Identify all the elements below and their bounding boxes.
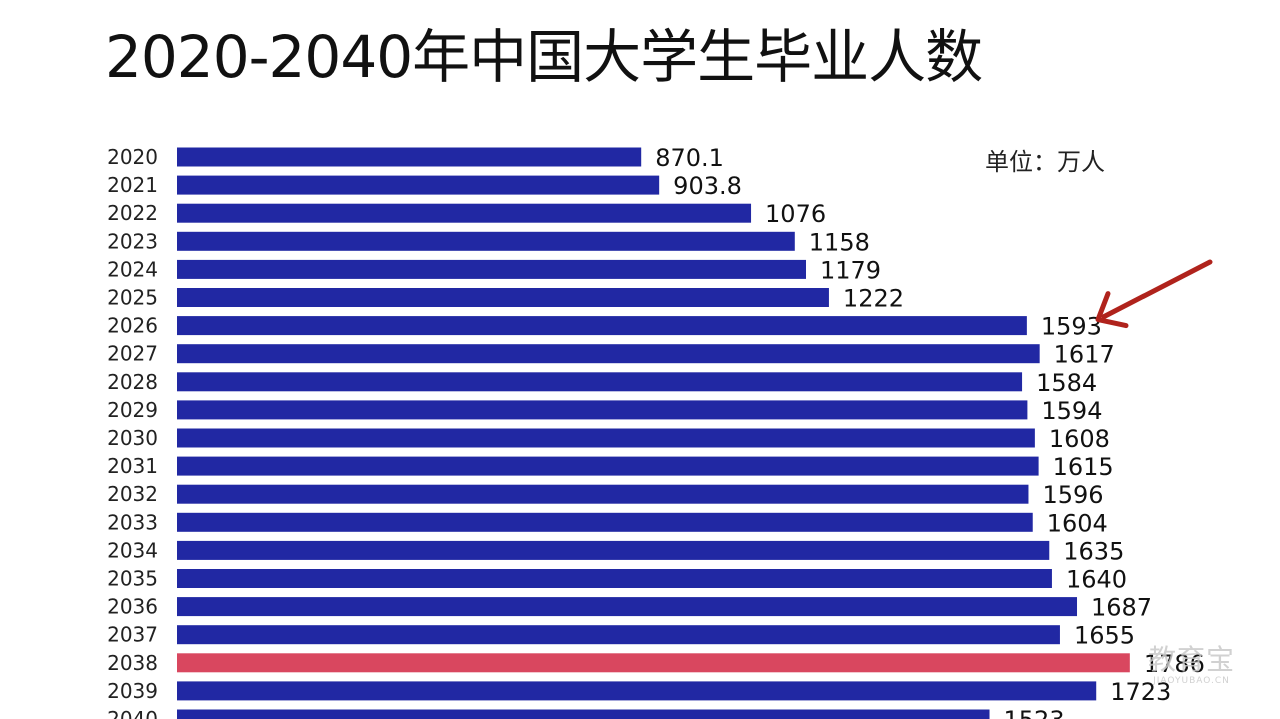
bar-2032	[177, 484, 1029, 504]
value-label-2038: 1786	[1144, 650, 1205, 678]
value-label-2033: 1604	[1047, 509, 1108, 537]
bar-2035	[177, 569, 1052, 588]
annotation-arrow-icon	[1095, 259, 1213, 329]
value-label-2020: 870.1	[655, 144, 724, 172]
bar-2036	[177, 597, 1078, 617]
bar-2030	[177, 428, 1035, 448]
value-label-2035: 1640	[1066, 566, 1127, 594]
value-label-2040: 1523	[1004, 706, 1065, 719]
year-label-2028: 2028	[107, 370, 158, 394]
value-label-2034: 1635	[1063, 537, 1124, 565]
value-label-2032: 1596	[1042, 481, 1103, 509]
watermark-sub: JIAOYUBAO.CN	[1153, 676, 1230, 686]
bar-2028	[177, 372, 1023, 392]
value-label-2023: 1158	[809, 228, 870, 256]
bar-2040	[177, 709, 990, 719]
year-label-2031: 2031	[107, 454, 158, 478]
bar-2020	[177, 147, 642, 167]
year-label-2026: 2026	[107, 314, 158, 338]
year-label-2040: 2040	[107, 707, 158, 719]
bar-2027	[177, 344, 1040, 364]
value-label-2030: 1608	[1049, 425, 1110, 453]
year-label-2038: 2038	[107, 651, 158, 675]
value-label-2021: 903.8	[673, 172, 742, 200]
bar-2025	[177, 288, 829, 307]
value-label-2029: 1594	[1041, 397, 1102, 425]
year-label-2027: 2027	[107, 342, 158, 366]
value-label-2026: 1593	[1041, 313, 1102, 341]
year-label-2021: 2021	[107, 173, 158, 197]
year-label-2030: 2030	[107, 426, 158, 450]
year-label-2022: 2022	[107, 201, 158, 225]
value-label-2031: 1615	[1053, 453, 1114, 481]
value-label-2028: 1584	[1036, 369, 1097, 397]
year-label-2029: 2029	[107, 398, 158, 422]
bar-2037	[177, 625, 1060, 645]
year-label-2025: 2025	[107, 286, 158, 310]
year-label-2035: 2035	[107, 567, 158, 591]
value-label-2039: 1723	[1110, 678, 1171, 706]
year-label-2033: 2033	[107, 510, 158, 534]
year-label-2032: 2032	[107, 482, 158, 506]
year-label-2039: 2039	[107, 679, 158, 703]
bar-2033	[177, 512, 1033, 532]
bar-2026	[177, 316, 1027, 336]
year-label-2036: 2036	[107, 595, 158, 619]
bar-2022	[177, 203, 752, 223]
watermark-main: 教育宝	[1148, 643, 1236, 676]
bar-2034	[177, 540, 1050, 560]
bar-2038	[177, 653, 1130, 673]
value-label-2022: 1076	[765, 200, 826, 228]
chart-title: 2020-2040年中国大学生毕业人数	[105, 23, 983, 91]
watermark-logo: 教育宝 JIAOYUBAO.CN	[1148, 645, 1235, 687]
year-label-2024: 2024	[107, 257, 158, 281]
year-label-2034: 2034	[107, 538, 158, 562]
value-label-2027: 1617	[1054, 341, 1115, 369]
value-label-2024: 1179	[820, 256, 881, 284]
bar-2029	[177, 400, 1028, 420]
year-label-2037: 2037	[107, 623, 158, 647]
value-label-2037: 1655	[1074, 622, 1135, 650]
value-label-2025: 1222	[843, 285, 904, 313]
year-label-2020: 2020	[107, 145, 158, 169]
value-label-2036: 1687	[1091, 594, 1152, 622]
unit-label: 单位：万人	[985, 148, 1105, 176]
bar-2031	[177, 456, 1039, 476]
bar-2039	[177, 681, 1097, 701]
bar-2021	[177, 175, 660, 195]
bar-2024	[177, 259, 806, 279]
bar-2023	[177, 231, 795, 251]
year-label-2023: 2023	[107, 229, 158, 253]
